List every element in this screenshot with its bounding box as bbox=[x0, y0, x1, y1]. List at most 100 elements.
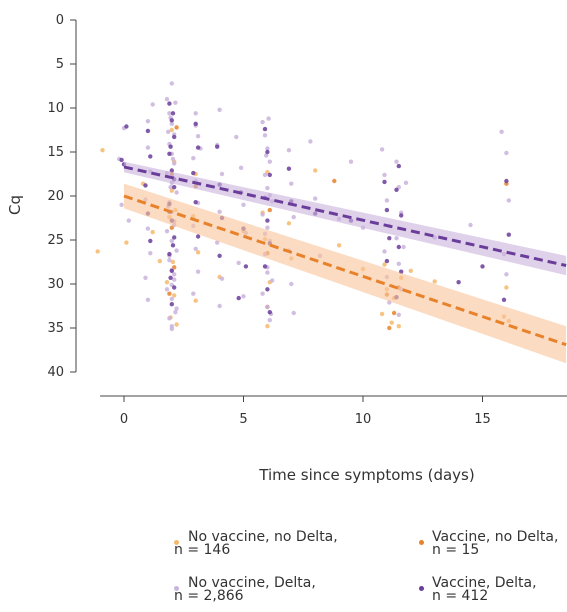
data-point bbox=[379, 147, 385, 152]
legend-dot bbox=[419, 586, 424, 591]
data-point bbox=[408, 268, 413, 273]
data-point bbox=[267, 317, 272, 323]
data-point bbox=[145, 119, 151, 124]
data-point bbox=[169, 326, 174, 332]
legend-dot bbox=[174, 586, 179, 591]
data-point bbox=[265, 149, 270, 155]
data-point bbox=[174, 248, 179, 253]
data-point bbox=[174, 322, 179, 327]
data-point bbox=[164, 287, 170, 292]
regression-lines bbox=[123, 165, 567, 347]
cq-scatter-chart: 0 5 10 15 20 25 30 35 40 0 5 10 15 Cq Time since sym… bbox=[6, 13, 567, 484]
data-point bbox=[145, 226, 151, 231]
data-point bbox=[195, 134, 201, 139]
data-point bbox=[166, 129, 171, 134]
y-tick-label: 30 bbox=[47, 277, 64, 292]
data-point bbox=[480, 264, 485, 269]
data-point bbox=[169, 127, 174, 133]
y-axis-label: Cq bbox=[6, 195, 24, 215]
data-point bbox=[170, 259, 176, 265]
data-point bbox=[150, 229, 155, 235]
y-tick-label: 20 bbox=[47, 189, 64, 204]
data-point bbox=[266, 116, 271, 121]
data-point bbox=[260, 212, 265, 217]
data-point bbox=[164, 229, 170, 234]
data-point bbox=[389, 320, 394, 325]
data-point bbox=[95, 249, 100, 254]
x-axis-label: Time since symptoms (days) bbox=[258, 466, 474, 484]
data-point bbox=[172, 272, 177, 277]
data-point bbox=[170, 111, 176, 116]
data-point bbox=[169, 81, 174, 86]
data-point bbox=[387, 236, 392, 241]
data-point bbox=[267, 207, 272, 213]
data-point bbox=[262, 264, 268, 269]
data-point bbox=[193, 111, 198, 116]
data-point bbox=[384, 198, 390, 203]
data-point bbox=[217, 253, 222, 258]
data-point bbox=[167, 151, 172, 156]
data-point bbox=[265, 304, 270, 310]
regression-line bbox=[123, 194, 567, 347]
data-point bbox=[396, 312, 401, 317]
data-point bbox=[504, 285, 509, 290]
data-point bbox=[150, 102, 155, 107]
data-point bbox=[291, 214, 296, 220]
data-point bbox=[172, 185, 177, 190]
data-point bbox=[260, 291, 265, 296]
data-point bbox=[243, 264, 249, 269]
data-point bbox=[504, 178, 509, 184]
data-point bbox=[396, 324, 401, 329]
y-tick-label: 15 bbox=[47, 145, 64, 160]
y-tick-label: 10 bbox=[47, 101, 64, 116]
data-point bbox=[145, 145, 151, 150]
data-point bbox=[174, 306, 179, 311]
data-point bbox=[167, 258, 172, 263]
data-point bbox=[391, 310, 397, 316]
data-point bbox=[265, 324, 270, 329]
data-point bbox=[168, 275, 173, 280]
data-point bbox=[234, 134, 239, 140]
data-point bbox=[215, 240, 220, 245]
data-point bbox=[265, 270, 270, 275]
data-point bbox=[286, 166, 292, 171]
data-point bbox=[195, 269, 201, 274]
data-point bbox=[217, 107, 222, 113]
data-point bbox=[387, 325, 392, 331]
data-point bbox=[169, 121, 174, 127]
data-point bbox=[172, 277, 177, 282]
data-point bbox=[215, 144, 220, 149]
y-tick-label: 5 bbox=[56, 57, 64, 72]
data-point bbox=[167, 101, 172, 106]
data-point bbox=[236, 295, 241, 301]
data-point bbox=[384, 258, 390, 264]
data-point bbox=[169, 188, 174, 193]
data-point bbox=[265, 225, 270, 230]
data-point bbox=[394, 236, 399, 241]
data-point bbox=[169, 296, 174, 302]
data-point bbox=[313, 196, 318, 201]
data-point bbox=[396, 244, 401, 250]
data-point bbox=[195, 250, 201, 255]
axes: 0 5 10 15 20 25 30 35 40 0 5 10 15 bbox=[47, 13, 567, 427]
legend-label-line1: No vaccine, no Delta, bbox=[188, 529, 338, 545]
legend-label-line2: n = 15 bbox=[432, 542, 480, 558]
legend-dot bbox=[174, 540, 179, 545]
data-point bbox=[270, 278, 275, 283]
data-point bbox=[260, 119, 265, 125]
data-point bbox=[143, 275, 148, 280]
data-point bbox=[396, 261, 401, 266]
data-point bbox=[169, 118, 174, 123]
data-point bbox=[504, 272, 509, 277]
data-point bbox=[332, 178, 337, 184]
data-point bbox=[262, 172, 268, 178]
data-point bbox=[126, 218, 131, 223]
data-point bbox=[172, 161, 177, 166]
legend-label-line1: No vaccine, Delta, bbox=[188, 575, 316, 591]
data-point bbox=[286, 148, 292, 153]
data-point bbox=[265, 287, 270, 292]
data-point bbox=[167, 316, 172, 321]
data-point bbox=[172, 293, 177, 298]
data-point bbox=[468, 222, 473, 228]
data-point bbox=[174, 190, 179, 195]
